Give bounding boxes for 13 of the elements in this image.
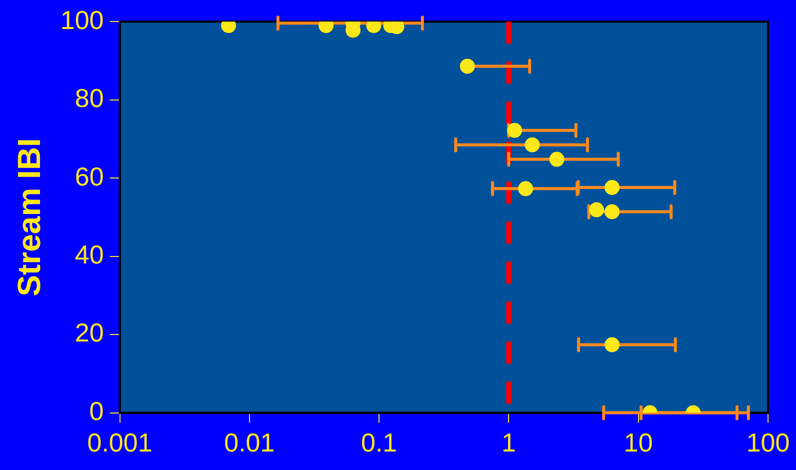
x-tick-label: 100 [746, 428, 790, 458]
x-tick-label: 1 [501, 428, 516, 458]
x-tick-label: 0.01 [224, 428, 275, 458]
y-tick-label: 60 [74, 161, 104, 192]
y-tick-label: 20 [74, 318, 104, 348]
y-axis-title: Stream IBI [11, 138, 48, 296]
x-tick-label: 0.1 [360, 428, 398, 458]
y-tick-label: 0 [89, 396, 104, 426]
y-tick-label: 80 [74, 83, 104, 114]
x-tick-label: 0.001 [87, 428, 152, 458]
x-tick-label: 10 [624, 428, 653, 458]
y-tick-label: 100 [60, 4, 104, 35]
y-tick-label: 40 [74, 239, 104, 270]
